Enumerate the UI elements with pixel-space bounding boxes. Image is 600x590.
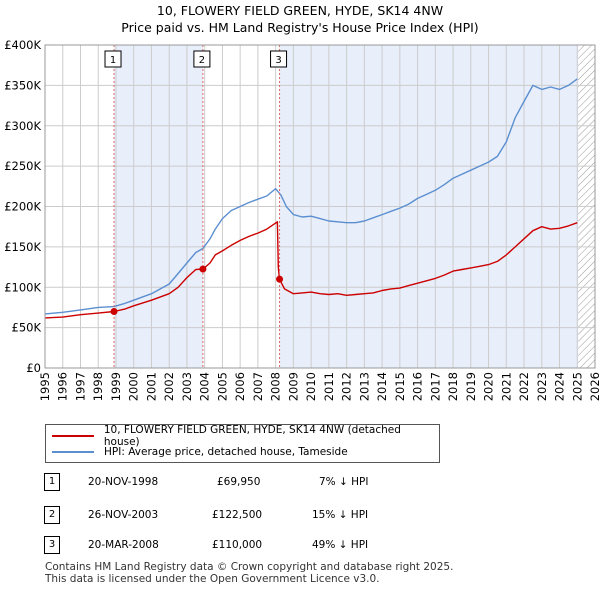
transaction-date: 20-NOV-1998 — [88, 476, 159, 488]
x-tick-label: 2012 — [340, 372, 354, 401]
transaction-date: 26-NOV-2003 — [88, 509, 159, 521]
footer-license: This data is licensed under the Open Gov… — [45, 573, 380, 585]
x-tick-label: 1995 — [38, 372, 52, 401]
x-tick-label: 2005 — [215, 372, 229, 401]
x-tick-label: 2025 — [570, 372, 584, 401]
sale-label-box — [270, 50, 288, 68]
x-tick-label: 2021 — [499, 372, 513, 401]
transaction-hpi-diff: 49% ↓ HPI — [312, 539, 369, 551]
price-chart: 1 2 3 £0 £50K £100K £150K £200K £250K £300K £350K… — [4, 38, 600, 401]
y-tick-label: £250K — [4, 159, 41, 173]
transaction-hpi-diff: 15% ↓ HPI — [312, 509, 369, 521]
x-tick-label: 2007 — [251, 372, 265, 401]
series-line-property — [45, 221, 578, 319]
chart-subtitle: Price paid vs. HM Land Registry's House … — [121, 20, 479, 35]
transaction-price: £110,000 — [212, 539, 263, 551]
legend-label-hpi: HPI: Average price, detached house, Tame… — [104, 446, 348, 458]
x-tick-label: 2016 — [411, 372, 425, 401]
x-tick-label: 1996 — [56, 372, 70, 401]
x-tick-label: 1998 — [91, 372, 105, 401]
x-tick-label: 1997 — [73, 372, 87, 401]
x-tick-label: 2017 — [428, 372, 442, 401]
x-tick-label: 2004 — [198, 372, 212, 401]
x-tick-label: 2002 — [162, 372, 176, 401]
y-tick-label: £50K — [12, 321, 42, 335]
x-tick-label: 2006 — [233, 372, 247, 401]
x-tick-label: 2015 — [393, 372, 407, 401]
x-tick-label: 2000 — [127, 372, 141, 401]
sale-label: 2 — [199, 55, 205, 66]
x-tick-label: 2018 — [446, 372, 460, 401]
x-tick-label: 2014 — [375, 372, 389, 401]
x-tick-label: 2001 — [144, 372, 158, 401]
x-tick-label: 2020 — [482, 372, 496, 401]
y-tick-label: £300K — [4, 119, 41, 133]
y-tick-label: £100K — [4, 280, 41, 294]
chart-title: 10, FLOWERY FIELD GREEN, HYDE, SK14 4NW — [156, 3, 444, 18]
y-tick-label: £400K — [4, 38, 41, 52]
y-tick-label: £350K — [4, 78, 41, 92]
x-tick-label: 2010 — [304, 372, 318, 401]
series-line-hpi — [45, 78, 578, 315]
legend-item-hpi: HPI: Average price, detached house, Tame… — [52, 444, 348, 460]
transaction-badge: 1 — [44, 473, 60, 491]
x-tick-label: 2019 — [464, 372, 478, 401]
transaction-row: 3 20-MAR-2008 £110,000 49% ↓ HPI — [0, 536, 600, 556]
transaction-price: £69,950 — [217, 476, 261, 488]
legend: 10, FLOWERY FIELD GREEN, HYDE, SK14 4NW … — [45, 424, 440, 463]
x-tick-label: 2008 — [269, 372, 283, 401]
x-tick-label: 1999 — [109, 372, 123, 401]
x-tick-label: 2013 — [357, 372, 371, 401]
transaction-price: £122,500 — [212, 509, 263, 521]
legend-item-property: 10, FLOWERY FIELD GREEN, HYDE, SK14 4NW … — [52, 424, 439, 448]
y-tick-label: £0 — [26, 361, 41, 375]
x-tick-label: 2023 — [535, 372, 549, 401]
transaction-row: 1 20-NOV-1998 £69,950 7% ↓ HPI — [0, 473, 600, 493]
transaction-date: 20-MAR-2008 — [88, 539, 159, 551]
legend-swatch-property — [52, 435, 94, 437]
sale-point — [276, 275, 284, 283]
plot-frame — [44, 44, 596, 369]
y-tick-label: £200K — [4, 200, 41, 214]
transaction-hpi-diff: 7% ↓ HPI — [319, 476, 369, 488]
sale-point — [110, 308, 118, 316]
transaction-row: 2 26-NOV-2003 £122,500 15% ↓ HPI — [0, 506, 600, 526]
footer-copyright: Contains HM Land Registry data © Crown c… — [45, 561, 454, 573]
sale-point — [199, 265, 207, 273]
y-tick-label: £150K — [4, 240, 41, 254]
x-tick-label: 2026 — [588, 372, 600, 401]
x-tick-label: 2022 — [517, 372, 531, 401]
x-tick-label: 2003 — [180, 372, 194, 401]
legend-swatch-hpi — [52, 451, 94, 453]
sale-label: 1 — [110, 55, 116, 66]
transaction-badge: 3 — [44, 536, 60, 554]
sale-label-box — [104, 50, 122, 68]
x-tick-label: 2024 — [553, 372, 567, 401]
x-tick-label: 2011 — [322, 372, 336, 401]
transaction-badge: 2 — [44, 506, 60, 524]
sale-label: 3 — [275, 55, 281, 66]
sale-label-box — [193, 50, 211, 68]
x-tick-label: 2009 — [286, 372, 300, 401]
legend-label-property: 10, FLOWERY FIELD GREEN, HYDE, SK14 4NW … — [103, 424, 401, 448]
